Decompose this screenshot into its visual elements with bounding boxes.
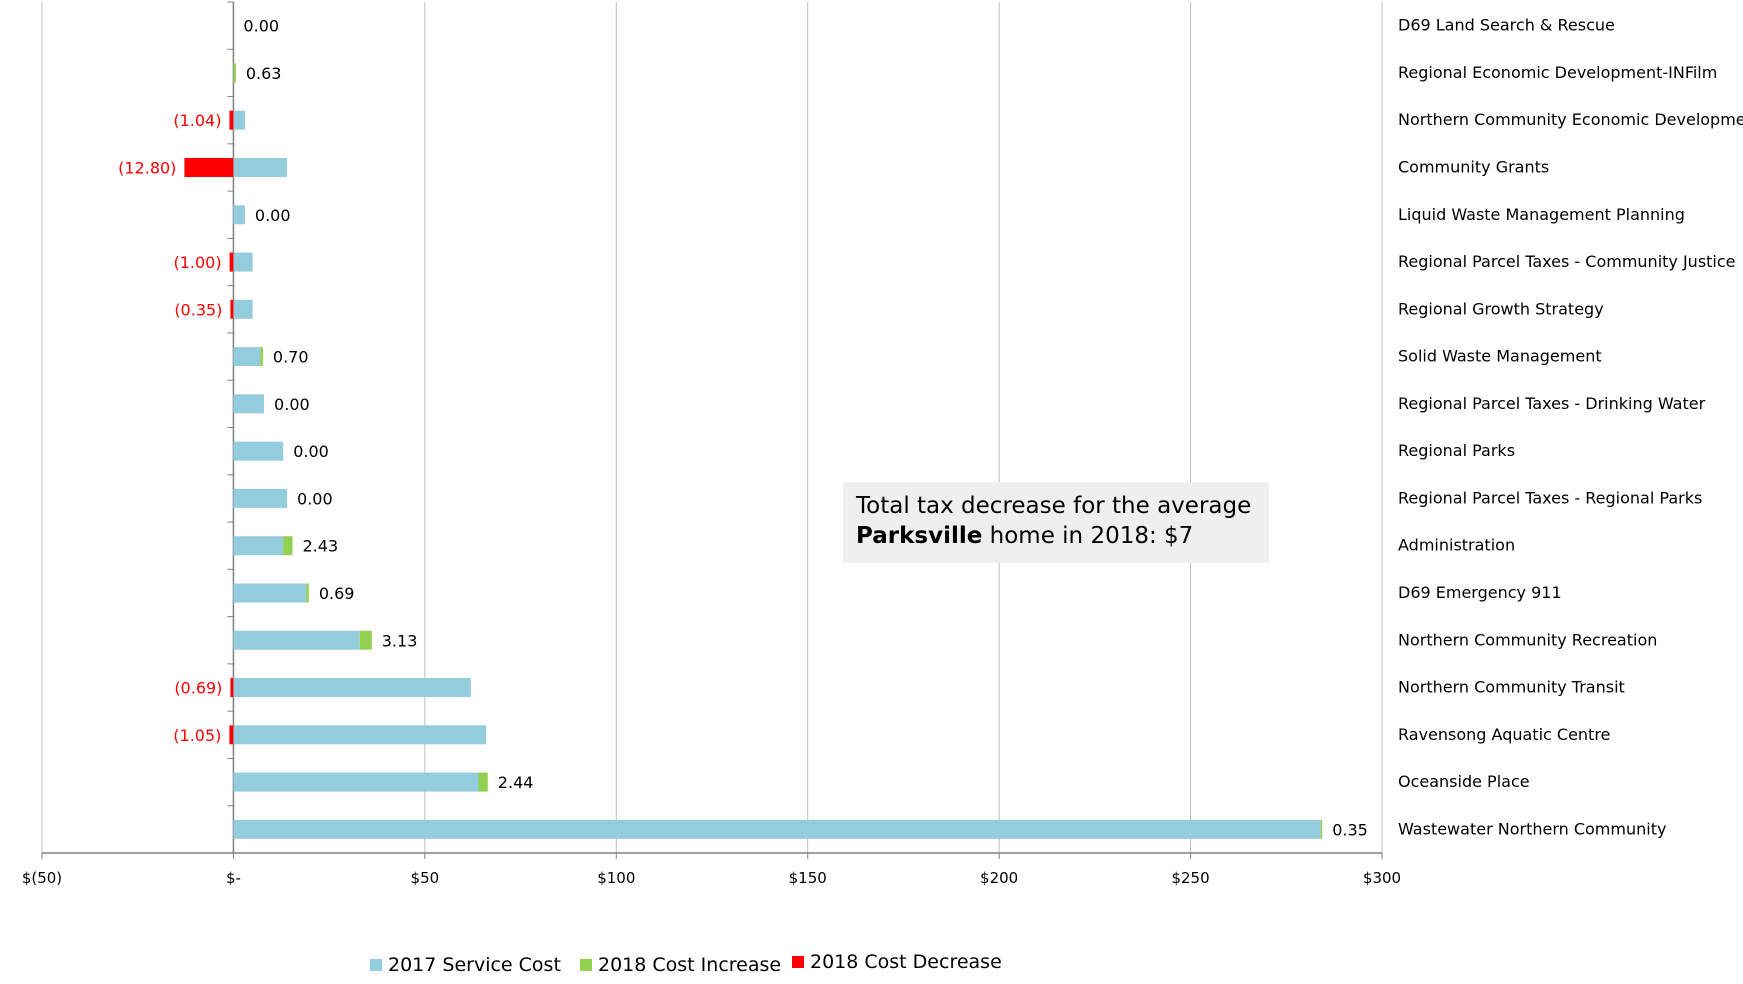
data-label-12: 0.69 [319, 584, 355, 603]
bar-cost-increase-12 [306, 583, 309, 602]
category-label-15: Ravensong Aquatic Centre [1398, 725, 1610, 744]
bar-service-cost-5 [233, 253, 252, 272]
data-label-8: 0.00 [274, 395, 310, 414]
legend-item-cost-decrease: 2018 Cost Decrease [792, 951, 1002, 973]
data-label-13: 3.13 [382, 631, 418, 650]
data-label-4: 0.00 [255, 206, 291, 225]
category-label-6: Regional Growth Strategy [1398, 299, 1604, 318]
bar-cost-decrease-15 [229, 725, 233, 744]
data-label-2: (1.04) [173, 111, 221, 130]
data-label-14: (0.69) [174, 679, 222, 698]
page-number: 33 [0, 400, 2, 424]
bar-cost-increase-17 [1321, 820, 1323, 839]
bar-cost-decrease-14 [230, 678, 233, 697]
x-tick-label-3: $100 [597, 869, 635, 887]
callout-line-1: Total tax decrease for the average [856, 491, 1256, 521]
data-label-7: 0.70 [273, 348, 309, 367]
legend-swatch-service-cost [370, 959, 382, 971]
bar-service-cost-15 [233, 725, 486, 744]
x-tick-label-5: $200 [980, 869, 1018, 887]
callout-bold: Parksville [856, 523, 982, 549]
category-label-17: Wastewater Northern Community [1398, 819, 1666, 838]
bar-service-cost-9 [233, 442, 283, 461]
callout-line-2: Parksville home in 2018: $7 [856, 521, 1256, 551]
legend-swatch-cost-decrease [792, 956, 804, 968]
category-label-1: Regional Economic Development-INFilm [1398, 63, 1717, 82]
bar-service-cost-16 [233, 773, 478, 792]
x-tick-label-6: $250 [1171, 869, 1209, 887]
bar-cost-decrease-6 [230, 300, 233, 319]
data-label-0: 0.00 [243, 17, 279, 36]
data-label-5: (1.00) [173, 253, 221, 272]
x-tick-labels: $(50) $- $50 $100 $150 $200 $250 $300 [22, 869, 1401, 887]
bar-service-cost-3 [233, 158, 287, 177]
category-label-5: Regional Parcel Taxes - Community Justic… [1398, 252, 1736, 271]
category-label-13: Northern Community Recreation [1398, 630, 1657, 649]
bar-service-cost-8 [233, 394, 264, 413]
bar-cost-decrease-2 [229, 111, 233, 130]
legend-label-cost-decrease: 2018 Cost Decrease [810, 951, 1002, 973]
category-label-12: D69 Emergency 911 [1398, 583, 1562, 602]
category-label-4: Liquid Waste Management Planning [1398, 205, 1685, 224]
category-label-16: Oceanside Place [1398, 772, 1530, 791]
legend-item-cost-increase: 2018 Cost Increase [580, 954, 781, 976]
x-tick-label-2: $50 [411, 869, 440, 887]
bar-cost-increase-7 [260, 347, 263, 366]
bars [184, 63, 1322, 838]
category-label-0: D69 Land Search & Rescue [1398, 16, 1615, 35]
category-label-3: Community Grants [1398, 157, 1549, 176]
data-label-6: (0.35) [174, 300, 222, 319]
data-label-15: (1.05) [173, 726, 221, 745]
category-labels: D69 Land Search & Rescue Regional Economi… [1398, 16, 1743, 839]
data-label-10: 0.00 [297, 489, 333, 508]
category-label-14: Northern Community Transit [1398, 678, 1625, 697]
legend-label-cost-increase: 2018 Cost Increase [598, 954, 781, 976]
x-tick-label-4: $150 [789, 869, 827, 887]
data-label-3: (12.80) [118, 158, 176, 177]
legend-swatch-cost-increase [580, 959, 592, 971]
data-label-1: 0.63 [246, 64, 282, 83]
data-labels: 0.00 0.63 (1.04) (12.80) 0.00 (1.00) (0.35) 0.7… [118, 17, 1368, 840]
bar-cost-increase-11 [283, 536, 292, 555]
bar-cost-increase-1 [233, 63, 235, 82]
bar-service-cost-7 [233, 347, 260, 366]
bar-service-cost-13 [233, 631, 359, 650]
legend-label-service-cost: 2017 Service Cost [388, 954, 561, 976]
category-label-10: Regional Parcel Taxes - Regional Parks [1398, 488, 1702, 507]
legend: 2017 Service Cost 2018 Cost Increase 201… [0, 954, 1743, 984]
callout-rest: home in 2018: $7 [982, 523, 1193, 549]
data-label-17: 0.35 [1332, 820, 1368, 839]
category-label-2: Northern Community Economic Development [1398, 110, 1743, 129]
bar-service-cost-14 [233, 678, 470, 697]
bar-service-cost-6 [233, 300, 252, 319]
x-tick-label-1: $- [226, 869, 241, 887]
x-tick-label-0: $(50) [22, 869, 62, 887]
category-label-9: Regional Parks [1398, 441, 1515, 460]
category-label-11: Administration [1398, 536, 1515, 555]
bar-service-cost-4 [233, 205, 244, 224]
legend-item-service-cost: 2017 Service Cost [370, 954, 561, 976]
bar-service-cost-12 [233, 583, 306, 602]
bar-service-cost-17 [233, 820, 1320, 839]
bar-cost-decrease-5 [230, 253, 234, 272]
bar-cost-increase-16 [478, 773, 487, 792]
data-label-16: 2.44 [498, 773, 534, 792]
bar-service-cost-2 [233, 111, 244, 130]
bar-cost-increase-13 [360, 631, 372, 650]
category-label-7: Solid Waste Management [1398, 347, 1602, 366]
bar-service-cost-11 [233, 536, 283, 555]
data-label-9: 0.00 [293, 442, 329, 461]
x-tick-label-7: $300 [1363, 869, 1401, 887]
data-label-11: 2.43 [303, 537, 339, 556]
bar-service-cost-10 [233, 489, 287, 508]
bar-cost-decrease-3 [184, 158, 233, 177]
category-label-8: Regional Parcel Taxes - Drinking Water [1398, 394, 1706, 413]
total-callout: Total tax decrease for the average Parks… [843, 482, 1269, 563]
